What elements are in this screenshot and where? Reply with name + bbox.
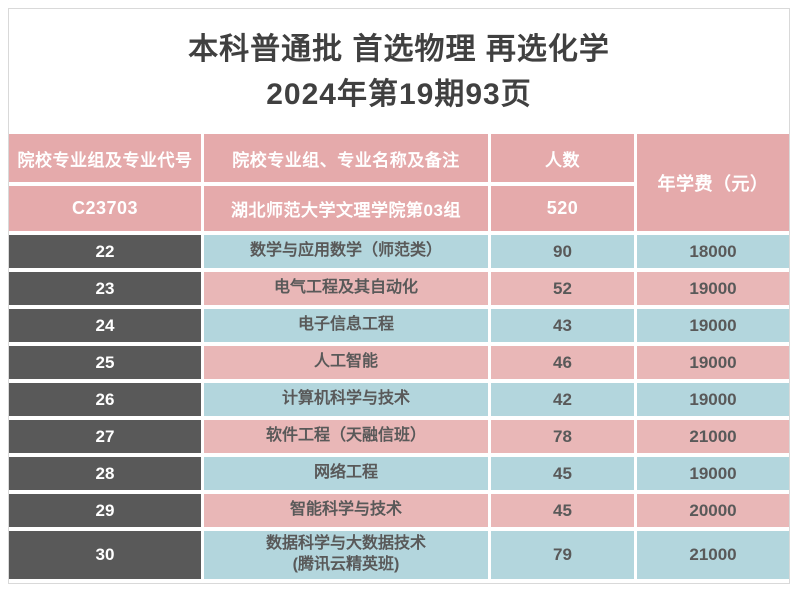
enroll-count: 52 xyxy=(491,272,634,305)
major-code: 30 xyxy=(9,531,201,579)
group-code: C23703 xyxy=(9,186,201,231)
enroll-count: 45 xyxy=(491,457,634,490)
enroll-count: 45 xyxy=(491,494,634,527)
tuition-fee: 19000 xyxy=(637,457,789,490)
col-header-code: 院校专业组及专业代号 xyxy=(9,134,201,182)
group-count: 520 xyxy=(491,186,634,231)
tuition-fee: 19000 xyxy=(637,383,789,416)
major-code: 25 xyxy=(9,346,201,379)
tuition-fee: 19000 xyxy=(637,272,789,305)
enroll-count: 90 xyxy=(491,235,634,268)
col-header-fee: 年学费（元） xyxy=(637,134,789,231)
tuition-fee: 19000 xyxy=(637,346,789,379)
major-code: 27 xyxy=(9,420,201,453)
major-code: 26 xyxy=(9,383,201,416)
major-name: 智能科学与技术 xyxy=(204,494,488,527)
page-title-line2: 2024年第19期93页 xyxy=(266,77,532,111)
major-code: 23 xyxy=(9,272,201,305)
major-name: 数据科学与大数据技术 (腾讯云精英班) xyxy=(204,531,488,579)
major-name: 软件工程（天融信班） xyxy=(204,420,488,453)
tuition-fee: 18000 xyxy=(637,235,789,268)
tuition-fee: 21000 xyxy=(637,531,789,579)
major-code: 29 xyxy=(9,494,201,527)
tuition-fee: 19000 xyxy=(637,309,789,342)
tuition-fee: 21000 xyxy=(637,420,789,453)
table-sheet: 本科普通批 首选物理 再选化学 2024年第19期93页 院校专业组及专业代号 … xyxy=(8,8,790,584)
admission-table: 院校专业组及专业代号 院校专业组、专业名称及备注 人数 年学费（元） C2370… xyxy=(9,134,789,579)
enroll-count: 42 xyxy=(491,383,634,416)
major-name: 电气工程及其自动化 xyxy=(204,272,488,305)
col-header-major: 院校专业组、专业名称及备注 xyxy=(204,134,488,182)
page-title-line1: 本科普通批 首选物理 再选化学 xyxy=(188,32,610,66)
major-name: 网络工程 xyxy=(204,457,488,490)
major-name: 计算机科学与技术 xyxy=(204,383,488,416)
major-code: 28 xyxy=(9,457,201,490)
tuition-fee: 20000 xyxy=(637,494,789,527)
major-name: 电子信息工程 xyxy=(204,309,488,342)
major-code: 22 xyxy=(9,235,201,268)
enroll-count: 46 xyxy=(491,346,634,379)
major-name: 数学与应用数学（师范类） xyxy=(204,235,488,268)
enroll-count: 78 xyxy=(491,420,634,453)
major-code: 24 xyxy=(9,309,201,342)
enroll-count: 43 xyxy=(491,309,634,342)
enroll-count: 79 xyxy=(491,531,634,579)
major-name: 人工智能 xyxy=(204,346,488,379)
col-header-count: 人数 xyxy=(491,134,634,182)
title-block: 本科普通批 首选物理 再选化学 2024年第19期93页 xyxy=(9,9,789,134)
group-name: 湖北师范大学文理学院第03组 xyxy=(204,186,488,231)
